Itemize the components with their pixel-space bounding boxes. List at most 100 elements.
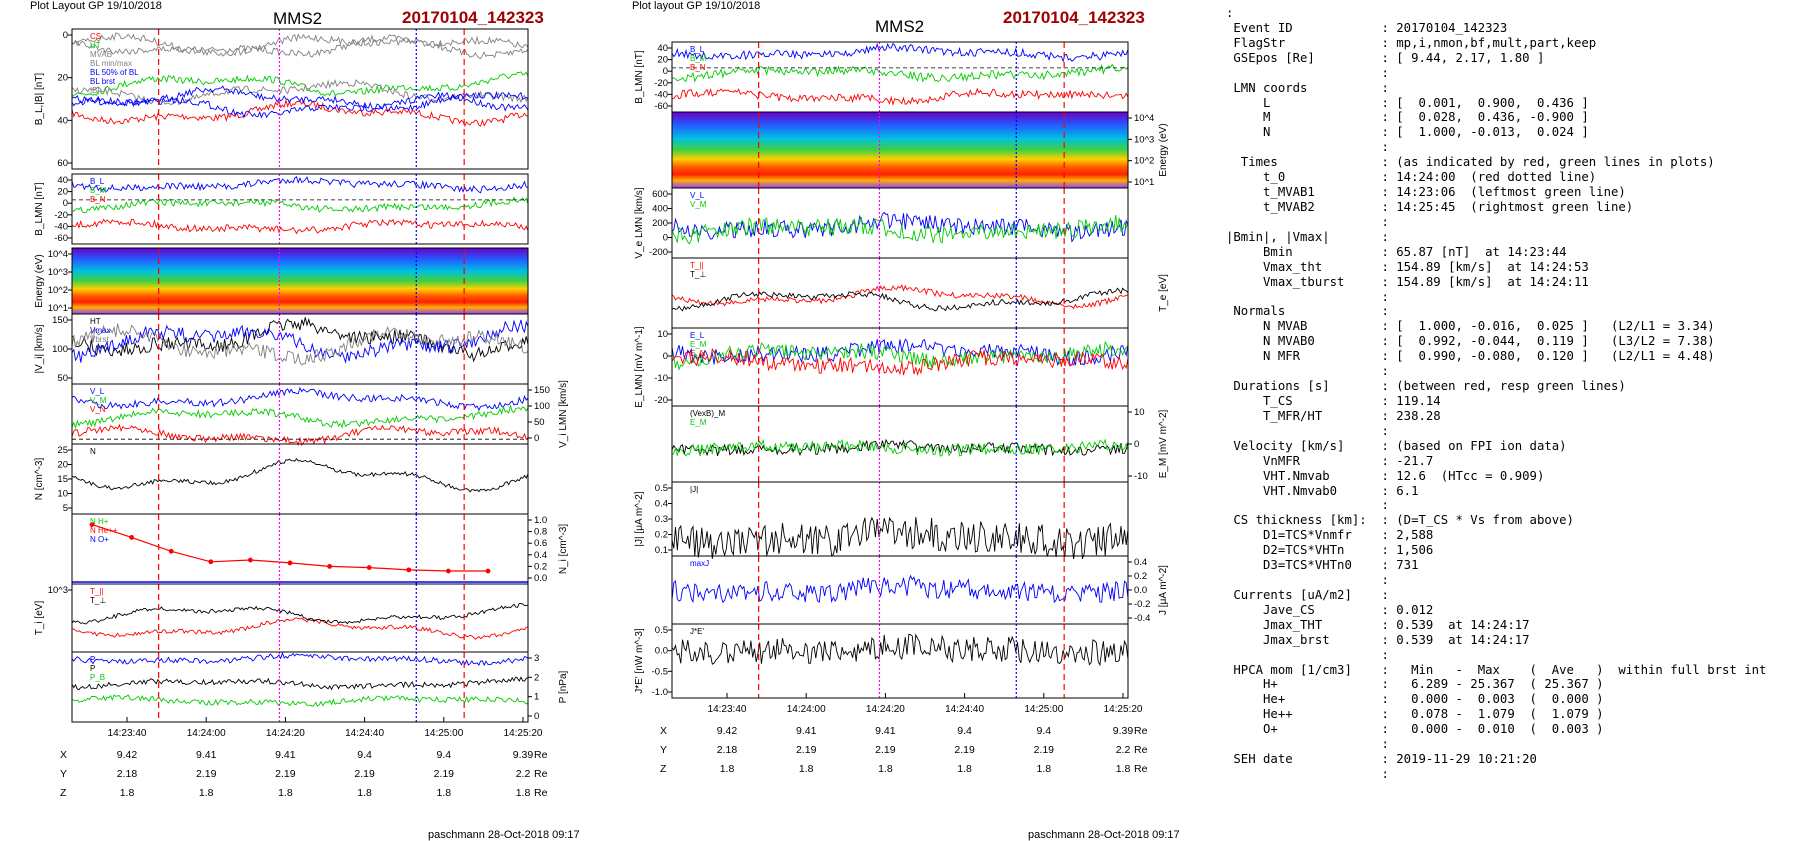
position-value: 2.19 [196,768,217,780]
series-line [71,694,529,707]
chart-panel: 10^3T_i [eV] T_||T_⊥ [34,583,529,653]
legend-entry: T_⊥ [90,596,106,605]
chart-panel: 600 400 200 0 -200 V_e LMN [km/s] V_LV_M [634,187,1129,259]
position-value: 1.8 [120,787,135,799]
panel-frame [71,443,529,515]
info-line: SEH date : 2019-11-29 10:21:20 [1226,752,1537,767]
y-tick-label: 100 [534,401,550,412]
y-tick-label: 400 [652,204,668,215]
y-tick-label: 0.5 [655,483,668,494]
legend-entry: V_L [690,191,705,200]
series-line [71,323,529,366]
series-line [71,32,529,58]
y-axis-label: Energy (eV) [34,254,45,307]
mid-layout-label: Plot layout GP 19/10/2018 [632,0,761,12]
y-tick-label: 10^2 [48,285,68,296]
chart-panel: T_e [eV] T_||T_⊥ [671,257,1169,329]
y-tick-label: 20 [57,73,68,84]
legend-entry: T_⊥ [690,270,706,279]
y-tick-label: 0.4 [534,550,547,561]
y-tick-label: 0.2 [1134,571,1147,582]
position-value: 1.8 [357,787,372,799]
legend-entry: P_B [90,673,105,682]
y-tick-label: 10 [657,329,668,340]
y-tick-label: 0 [534,433,539,444]
y-axis-label: N_i [cm^-3] [558,524,569,574]
position-value: 9.42 [717,725,738,737]
series-line [671,42,1129,63]
series-line [671,516,1129,560]
legend-entry: BL brst [90,77,116,86]
position-value: 2.2 [516,768,531,780]
chart-panel: 0.4 0.2 0.0 -0.2 -0.4 J [μA m^-2] maxJ [671,555,1169,625]
x-tick-label: 14:25:20 [504,728,543,739]
info-line: M : [ 0.028, 0.436, -0.900 ] [1226,110,1589,125]
y-tick-label: -60 [54,233,68,244]
y-tick-label: 40 [57,175,68,186]
y-axis-label: B_L,|B| [nT] [34,73,45,126]
y-tick-label: 0.1 [655,545,668,556]
y-tick-label: -0.2 [1134,599,1150,610]
legend-entry: MVAB [90,50,112,59]
y-tick-label: 0 [63,30,68,41]
legend-entry: Vbrst [90,335,109,344]
info-line: |Bmin|, |Vmax| : [1226,229,1389,244]
position-unit: Re [534,768,548,780]
position-row-label: Y [660,744,667,756]
legend-entry: V_L [90,387,105,396]
y-axis-label: |J| [μA m^-2] [634,491,645,546]
position-value: 9.39 [513,749,534,761]
info-line: t_MVAB2 : 14:25:45 (rightmost green line… [1226,199,1634,214]
legend-entry: E_N [690,349,706,358]
legend-entry: BL 50% of BL [90,68,139,77]
series-line [71,33,529,60]
y-tick-label: 0 [534,711,539,722]
position-value: 2.2 [1116,744,1131,756]
left-spacecraft-title: MMS2 [273,9,323,28]
info-line: He++ : 0.078 - 1.079 ( 1.079 ) [1226,707,1604,722]
legend-entry: E_L [690,331,705,340]
y-tick-label: 10^4 [1134,113,1154,124]
panel-frame [71,513,529,585]
position-value: 1.8 [1116,763,1131,775]
position-value: 2.19 [1034,744,1055,756]
info-line: t_0 : 14:24:00 (red dotted line) [1226,170,1597,185]
legend-entry: Vmax [90,326,110,335]
series-line [91,524,488,572]
position-table: X 9.42 9.41 9.41 9.4 9.4 9.39 ReY 2.18 2.19 2.19 2.… [60,749,548,799]
y-tick-label: 40 [657,43,668,54]
series-line [671,574,1129,604]
y-axis-label: N [cm^-3] [34,458,45,501]
y-tick-label: 0.5 [655,625,668,636]
info-line: FlagStr : mp,i,nmon,bf,mult,part,keep [1226,35,1597,50]
y-tick-label: 0 [663,233,668,244]
x-tick-label: 14:25:00 [424,728,463,739]
y-axis-label: B_LMN [nT] [34,182,45,236]
y-tick-label: -10 [1134,471,1148,482]
chart-panel: 10 0 -10 E_M [mV m^-2] (VexB)_ME_M [671,405,1169,483]
legend-entry: V_M [690,200,707,209]
position-unit: Re [1134,763,1148,775]
info-line: GSEpos [Re] : [ 9.44, 2.17, 1.80 ] [1226,50,1545,65]
position-value: 1.8 [436,787,451,799]
info-line: N MVAB : [ 1.000, -0.016, 0.025 ] (L2/L1… [1226,319,1715,334]
info-line: : [1226,498,1389,513]
info-line: Currents [uA/m2] : [1226,587,1389,602]
y-tick-label: 0.0 [655,646,668,657]
panel-frame [71,651,529,723]
legend-entry: HT [90,41,101,50]
series-line [71,617,529,640]
y-tick-label: -10 [654,373,668,384]
info-line: VnMFR : -21.7 [1226,453,1434,468]
legend-entry: CS [90,32,101,41]
series-line [71,423,529,447]
y-tick-label: -0.5 [652,666,668,677]
legend-entry: B_M [690,54,707,63]
info-line: : [1226,573,1389,588]
legend-entry: E_M [690,418,707,427]
position-value: 9.4 [436,749,451,761]
info-line: : [1226,6,1234,20]
y-tick-label: 0 [663,351,668,362]
